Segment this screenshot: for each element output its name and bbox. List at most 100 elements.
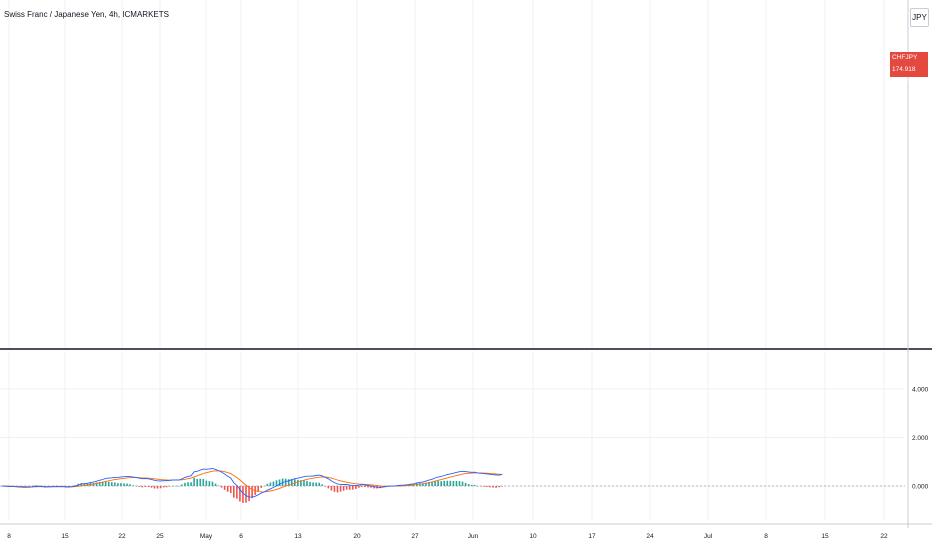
macd-histogram-bar — [464, 482, 467, 486]
macd-histogram-bar — [178, 485, 180, 487]
macd-histogram-bar — [297, 479, 299, 486]
macd-histogram-bar — [101, 481, 104, 486]
macd-histogram-bar — [492, 486, 494, 488]
macd-histogram-bar — [489, 486, 491, 488]
macd-histogram-bar — [367, 486, 369, 488]
macd-histogram-bar — [168, 486, 171, 487]
macd-histogram-bar — [196, 478, 198, 486]
time-tick-label: Jun — [468, 533, 479, 540]
macd-histogram-bar — [351, 486, 354, 490]
macd-histogram-bar — [229, 486, 232, 494]
time-tick-label: 13 — [294, 533, 302, 540]
macd-histogram-bar — [239, 486, 241, 502]
macd-histogram-bar — [486, 486, 488, 487]
macd-histogram-bar — [92, 482, 95, 486]
macd-histogram-bar — [214, 483, 217, 486]
macd-histogram-bar — [120, 483, 122, 486]
macd-histogram-bar — [50, 486, 52, 487]
macd-histogram-bar — [498, 486, 500, 488]
macd-histogram-bar — [28, 486, 31, 487]
macd-histogram-bar — [202, 478, 205, 486]
macd-histogram-bar — [153, 486, 156, 489]
macd-histogram-bar — [248, 486, 250, 502]
macd-histogram-bar — [309, 481, 311, 486]
macd-histogram-bar — [162, 486, 165, 488]
chart-title: Swiss Franc / Japanese Yen, 4h, ICMARKET… — [4, 10, 169, 19]
macd-histogram-bar — [135, 485, 137, 487]
macd-histogram-bar — [65, 486, 67, 487]
macd-histogram-bar — [437, 480, 439, 486]
time-tick-label: Jul — [704, 533, 713, 540]
macd-histogram-bar — [419, 483, 421, 486]
macd-histogram-bar — [193, 477, 195, 486]
macd-histogram-bar — [114, 482, 116, 486]
price-tag-countdown: 03:08:35 — [892, 78, 918, 85]
macd-histogram-bar — [53, 485, 55, 487]
macd-histogram-bar — [440, 481, 442, 486]
time-tick-label: 8 — [764, 533, 768, 540]
macd-histogram-bar — [141, 486, 144, 488]
macd-histogram-bar — [217, 485, 220, 487]
macd-histogram-bar — [303, 480, 305, 486]
macd-histogram-bar — [208, 481, 211, 486]
macd-histogram-bar — [300, 480, 302, 486]
macd-histogram-bar — [275, 480, 278, 486]
macd-histogram-bar — [461, 481, 464, 486]
price-tag-symbol: CHFJPY — [892, 54, 918, 61]
macd-histogram-bar — [98, 481, 101, 486]
time-tick-label: 27 — [411, 533, 419, 540]
macd-histogram-bar — [34, 485, 37, 486]
macd-histogram-bar — [260, 486, 263, 488]
macd-tick-label: 0.000 — [912, 484, 929, 491]
macd-histogram-bar — [95, 482, 98, 486]
macd-histogram-bar — [245, 486, 247, 503]
macd-histogram-bar — [31, 485, 34, 487]
macd-histogram-bar — [443, 480, 446, 486]
macd-histogram-bar — [190, 482, 192, 486]
macd-histogram-bar — [470, 484, 473, 486]
macd-histogram-bar — [495, 486, 497, 488]
macd-panel — [0, 468, 905, 503]
macd-histogram-bar — [318, 482, 320, 486]
macd-histogram-bar — [348, 486, 351, 490]
macd-histogram-bar — [144, 486, 147, 487]
time-tick-label: 15 — [821, 533, 829, 540]
macd-histogram-bar — [257, 486, 259, 492]
time-tick-label: 17 — [588, 533, 596, 540]
macd-histogram-bar — [315, 482, 317, 486]
macd-histogram-bar — [175, 485, 177, 487]
macd-histogram-bar — [123, 483, 125, 486]
macd-histogram-bar — [278, 479, 281, 486]
macd-histogram-bar — [373, 486, 375, 489]
macd-histogram-bar — [449, 480, 452, 486]
macd-histogram-bar — [199, 478, 202, 486]
time-tick-label: May — [200, 533, 213, 540]
macd-histogram-bar — [132, 485, 134, 486]
macd-histogram-bar — [339, 486, 342, 492]
macd-histogram-bar — [501, 486, 503, 487]
macd-histogram-bar — [223, 486, 226, 490]
macd-histogram-bar — [187, 482, 189, 486]
macd-histogram-bar — [111, 482, 113, 486]
macd-histogram-bar — [62, 485, 64, 487]
macd-histogram-bar — [205, 480, 208, 486]
macd-histogram-bar — [147, 486, 150, 488]
macd-histogram-bar — [126, 483, 128, 486]
macd-histogram-bar — [129, 484, 131, 486]
macd-histogram-bar — [159, 486, 162, 489]
macd-histogram-bar — [74, 485, 76, 486]
macd-histogram-bar — [83, 483, 86, 486]
macd-histogram-bar — [358, 486, 360, 488]
macd-histogram-bar — [226, 486, 229, 492]
macd-histogram-bar — [40, 485, 43, 487]
macd-histogram-bar — [361, 486, 363, 487]
macd-histogram-bar — [117, 483, 119, 486]
currency-button[interactable]: JPY — [910, 8, 929, 27]
macd-histogram-bar — [56, 485, 58, 487]
macd-histogram-bar — [184, 482, 186, 486]
macd-histogram-bar — [269, 482, 272, 486]
macd-histogram-bar — [150, 486, 153, 488]
macd-histogram-bar — [446, 480, 449, 486]
macd-histogram-bar — [480, 486, 482, 487]
